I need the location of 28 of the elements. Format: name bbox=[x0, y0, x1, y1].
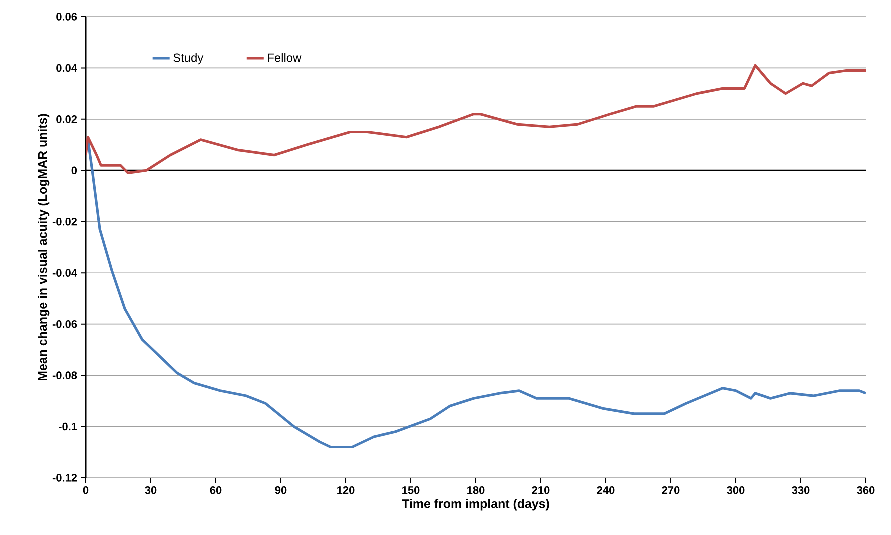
y-tick-label: 0.06 bbox=[56, 13, 78, 21]
y-tick-label: 0 bbox=[72, 166, 78, 175]
x-tick-label: 270 bbox=[662, 486, 680, 494]
y-tick-label: -0.08 bbox=[52, 372, 78, 380]
x-tick-label: 60 bbox=[210, 486, 222, 494]
x-tick-label: 330 bbox=[792, 486, 810, 494]
x-tick-label: 180 bbox=[468, 486, 485, 494]
x-tick-label: 30 bbox=[145, 486, 157, 494]
x-tick-label: 120 bbox=[338, 486, 355, 494]
y-tick-label: -0.04 bbox=[52, 269, 78, 277]
y-tick-label: -0.12 bbox=[52, 474, 78, 482]
legend-label: Fellow bbox=[268, 53, 302, 62]
x-tick-label: 150 bbox=[402, 486, 420, 494]
y-tick-label: -0.06 bbox=[52, 320, 78, 328]
x-tick-label: 360 bbox=[857, 486, 875, 494]
y-tick-label: -0.02 bbox=[52, 218, 78, 226]
x-tick-label: 90 bbox=[275, 486, 287, 494]
x-axis-title: Time from implant (days) bbox=[402, 499, 550, 511]
y-tick-label: 0.04 bbox=[56, 64, 78, 72]
line-series bbox=[86, 64, 866, 175]
x-tick-label: 0 bbox=[83, 486, 89, 494]
x-tick-label: 300 bbox=[727, 486, 745, 494]
y-tick-label: 0.02 bbox=[56, 116, 78, 124]
x-tick-label: 210 bbox=[532, 486, 550, 494]
legend-label: Study bbox=[174, 53, 204, 65]
x-tick-label: 240 bbox=[597, 486, 615, 494]
y-tick-label: -0.1 bbox=[59, 422, 78, 431]
y-axis-title: Mean change in visual acuity (LogMAR units) bbox=[38, 114, 50, 381]
